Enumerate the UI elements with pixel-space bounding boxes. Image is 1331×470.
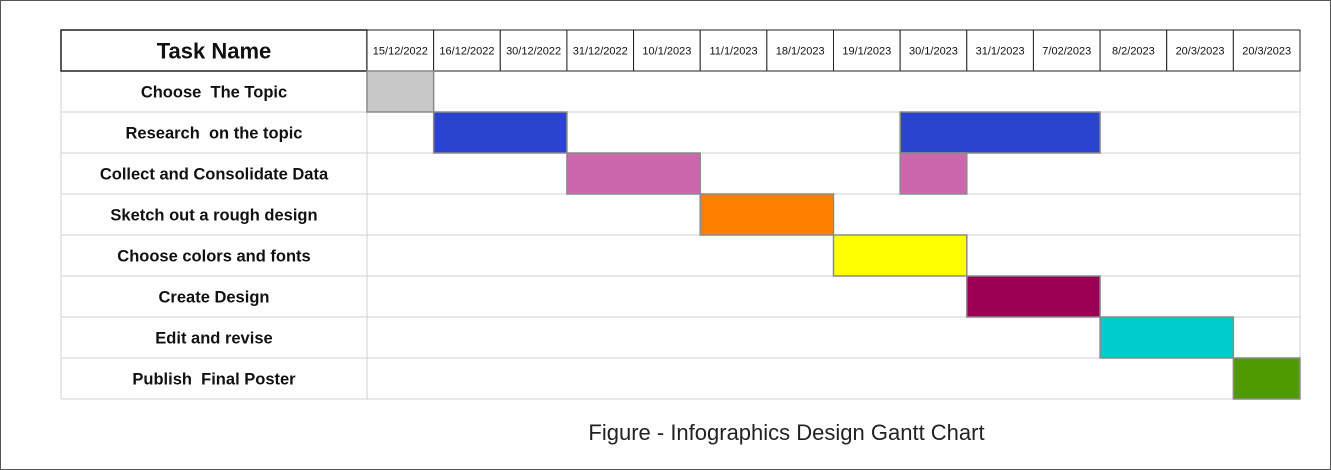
task-bar <box>1232 357 1301 400</box>
task-name-label: Create Design <box>159 289 270 307</box>
header-date-cell <box>766 29 834 72</box>
task-name-label: Publish Final Poster <box>132 371 296 389</box>
date-tick-label: 16/12/2022 <box>439 46 494 58</box>
header-task-name-cell <box>60 29 368 72</box>
date-tick-label: 18/1/2023 <box>776 46 825 58</box>
date-tick-label: 10/1/2023 <box>642 46 691 58</box>
date-tick-label: 30/12/2022 <box>506 46 561 58</box>
task-bar <box>899 111 1101 154</box>
header-date-cell <box>1032 29 1101 72</box>
task-name-label: Choose The Topic <box>141 84 287 102</box>
date-tick-label: 7/02/2023 <box>1042 46 1091 58</box>
date-tick-label: 20/3/2023 <box>1242 46 1291 58</box>
task-name-label: Collect and Consolidate Data <box>100 166 329 184</box>
task-name-label: Research on the topic <box>126 125 303 143</box>
header-date-cell <box>433 29 501 72</box>
header-date-cell <box>499 29 568 72</box>
header-date-cell <box>833 29 901 72</box>
header-date-cell <box>699 29 768 72</box>
header-date-cell <box>899 29 968 72</box>
header-task-name-label: Task Name <box>157 39 272 64</box>
chart-caption: Figure - Infographics Design Gantt Chart <box>588 420 985 445</box>
task-bar <box>366 70 435 113</box>
header-date-cell <box>633 29 701 72</box>
date-tick-label: 20/3/2023 <box>1176 46 1225 58</box>
date-tick-label: 30/1/2023 <box>909 46 958 58</box>
header-date-cell <box>1166 29 1234 72</box>
task-bar <box>699 193 835 236</box>
date-tick-label: 8/2/2023 <box>1112 46 1155 58</box>
date-tick-label: 31/12/2022 <box>573 46 628 58</box>
task-bar <box>899 152 968 195</box>
header-date-cell <box>566 29 635 72</box>
task-bar <box>432 111 568 154</box>
header-date-cell <box>1232 29 1301 72</box>
date-tick-label: 19/1/2023 <box>842 46 891 58</box>
task-bar <box>1099 316 1235 359</box>
gantt-chart: Task Name 15/12/2022 16/12/2022 30/12/2022 3… <box>60 29 1301 400</box>
task-name-label: Choose colors and fonts <box>117 248 310 266</box>
task-name-label: Edit and revise <box>155 330 272 348</box>
task-name-label: Sketch out a rough design <box>110 207 317 225</box>
task-bar <box>966 275 1101 318</box>
task-bar <box>566 152 701 195</box>
date-tick-label: 11/1/2023 <box>709 46 757 58</box>
date-tick-label: 31/1/2023 <box>976 46 1025 58</box>
date-tick-label: 15/12/2022 <box>373 46 428 58</box>
task-bar <box>832 234 968 277</box>
